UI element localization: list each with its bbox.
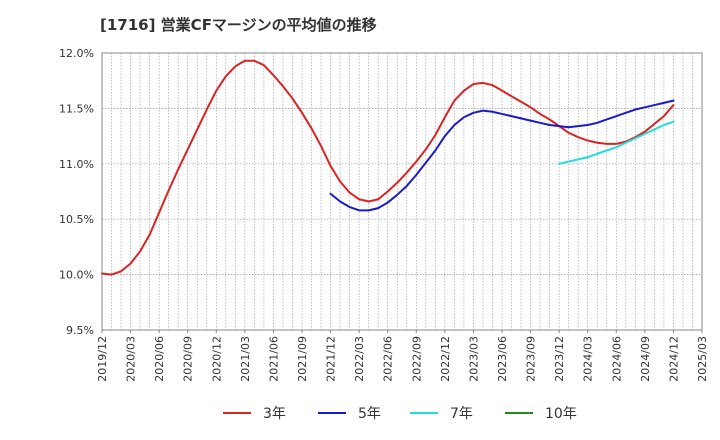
y-tick-label: 10.5%: [59, 213, 94, 226]
x-tick-label: 2020/12: [210, 336, 223, 382]
x-tick-label: 2021/09: [296, 336, 309, 382]
x-tick-label: 2019/12: [96, 336, 109, 382]
x-tick-label: 2024/12: [667, 336, 680, 382]
plot-frame: [101, 52, 703, 331]
y-tick-label: 11.5%: [59, 102, 94, 115]
grid-layer: [102, 53, 702, 330]
x-tick-label: 2022/03: [353, 336, 366, 382]
x-tick-label: 2022/09: [410, 336, 423, 382]
series-layer: [101, 59, 675, 276]
y-tick-label: 12.0%: [59, 47, 94, 60]
x-tick-label: 2020/03: [125, 336, 138, 382]
y-tick-labels: 9.5% 10.0% 10.5% 11.0% 11.5% 12.0%: [59, 47, 94, 337]
series-line-7年: [558, 120, 675, 165]
x-tick-label: 2024/03: [582, 336, 595, 382]
x-tick-label: 2024/06: [610, 336, 623, 382]
x-tick-label: 2022/06: [382, 336, 395, 382]
x-tick-label: 2023/12: [553, 336, 566, 382]
x-tick-label: 2021/03: [239, 336, 252, 382]
y-tick-label: 9.5%: [66, 324, 94, 337]
x-tick-label: 2021/06: [267, 336, 280, 382]
x-tick-label: 2021/12: [325, 336, 338, 382]
x-tick-label: 2023/09: [525, 336, 538, 382]
legend-label: 7年: [450, 406, 473, 422]
chart-title: [1716] 営業CFマージンの平均値の推移: [100, 16, 377, 34]
series-line-3年: [101, 59, 675, 276]
x-tick-label: 2023/06: [496, 336, 509, 382]
x-tick-label: 2023/03: [467, 336, 480, 382]
legend-label: 5年: [358, 406, 381, 422]
y-tick-label: 11.0%: [59, 158, 94, 171]
x-tick-label: 2020/06: [153, 336, 166, 382]
legend: 3年 5年 7年 10年: [223, 406, 577, 422]
x-tick-label: 2020/09: [182, 336, 195, 382]
legend-label: 10年: [545, 406, 577, 422]
y-tick-label: 10.0%: [59, 269, 94, 282]
x-tick-labels: 2019/12 2020/03 2020/06 2020/09 2020/12 2021/…: [96, 330, 709, 382]
x-tick-label: 2024/09: [639, 336, 652, 382]
x-tick-label: 2025/03: [696, 336, 709, 382]
series-line-5年: [329, 99, 675, 212]
x-tick-label: 2022/12: [439, 336, 452, 382]
legend-label: 3年: [263, 406, 286, 422]
